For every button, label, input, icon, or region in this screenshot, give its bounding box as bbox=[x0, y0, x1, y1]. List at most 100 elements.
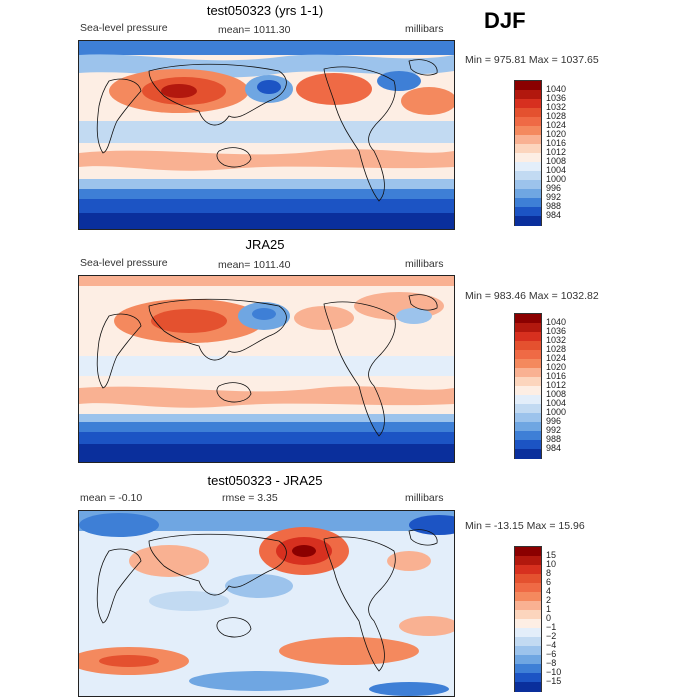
colorbar-tick-label: 1016 bbox=[546, 138, 567, 148]
colorbar-swatch bbox=[515, 90, 541, 100]
colorbar-tick-label: 1040 bbox=[546, 317, 567, 327]
colorbar-tick-label: 1016 bbox=[546, 371, 567, 381]
colorbar-swatch bbox=[515, 449, 541, 459]
colorbar-tick-label: 10 bbox=[546, 559, 557, 569]
colorbar-swatch bbox=[515, 440, 541, 450]
colorbar-swatch bbox=[515, 162, 541, 172]
colorbar-tick-label: 6 bbox=[546, 577, 552, 587]
colorbar-tick-label: 4 bbox=[546, 586, 552, 596]
panel-title: JRA25 bbox=[245, 237, 285, 252]
map-plot bbox=[78, 275, 455, 463]
colorbar-swatch bbox=[515, 117, 541, 127]
colorbar-tick-label: 1024 bbox=[546, 120, 567, 130]
colorbar-swatch bbox=[515, 108, 541, 118]
colorbar-tick-label: 1020 bbox=[546, 129, 567, 139]
colorbar-tick-label: 1032 bbox=[546, 335, 567, 345]
colorbar-swatch bbox=[515, 207, 541, 217]
colorbar-swatch bbox=[515, 81, 541, 91]
colorbar-tick-label: 1024 bbox=[546, 353, 567, 363]
map-field bbox=[79, 41, 454, 229]
colorbar-tick-label: 988 bbox=[546, 201, 562, 211]
colorbar-tick-label: 996 bbox=[546, 183, 562, 193]
map-field bbox=[79, 276, 454, 462]
colorbar-tick-label: −8 bbox=[546, 658, 557, 668]
colorbar-tick-label: 992 bbox=[546, 425, 562, 435]
min-max-label: Min = 983.46 Max = 1032.82 bbox=[465, 290, 599, 302]
colorbar-tick-label: −4 bbox=[546, 640, 557, 650]
colorbar-swatch bbox=[515, 314, 541, 324]
colorbar-swatch bbox=[515, 574, 541, 584]
colorbar-swatch bbox=[515, 386, 541, 396]
colorbar-swatch bbox=[515, 422, 541, 432]
colorbar-tick-label: 1020 bbox=[546, 362, 567, 372]
colorbar-swatch bbox=[515, 431, 541, 441]
variable-label: Sea-level pressure bbox=[80, 257, 168, 269]
colorbar-tick-label: 1008 bbox=[546, 389, 567, 399]
colorbar-swatch bbox=[515, 341, 541, 351]
map-plot bbox=[78, 40, 455, 230]
mean-label: mean= 1011.40 bbox=[218, 259, 291, 271]
colorbar-swatch bbox=[515, 359, 541, 369]
colorbar-swatch bbox=[515, 377, 541, 387]
season-label: DJF bbox=[484, 8, 526, 33]
colorbar-swatch bbox=[515, 153, 541, 163]
colorbar-tick-label: 1036 bbox=[546, 326, 567, 336]
colorbar-swatch bbox=[515, 646, 541, 656]
colorbar-tick-label: −2 bbox=[546, 631, 557, 641]
colorbar-swatch bbox=[515, 655, 541, 665]
variable-label: Sea-level pressure bbox=[80, 22, 168, 34]
colorbar-swatch bbox=[515, 323, 541, 333]
rmse-label: rmse = 3.35 bbox=[222, 492, 278, 504]
colorbar-tick-label: 1 bbox=[546, 604, 552, 614]
colorbar-swatch bbox=[515, 619, 541, 629]
colorbar-swatch bbox=[515, 565, 541, 575]
units-label: millibars bbox=[405, 23, 444, 35]
colorbar-tick-label: 1008 bbox=[546, 156, 567, 166]
colorbar-swatch bbox=[515, 673, 541, 683]
colorbar-swatch bbox=[515, 628, 541, 638]
units-label: millibars bbox=[405, 258, 444, 270]
colorbar-tick-label: 1004 bbox=[546, 398, 567, 408]
colorbar-tick-label: 988 bbox=[546, 434, 562, 444]
colorbar-swatch bbox=[515, 637, 541, 647]
mean-diff-label: mean = -0.10 bbox=[80, 492, 143, 504]
map-field bbox=[79, 511, 454, 696]
colorbar-tick-label: 1032 bbox=[546, 102, 567, 112]
units-label: millibars bbox=[405, 492, 444, 504]
colorbar-tick-label: 1012 bbox=[546, 380, 567, 390]
colorbar-swatch bbox=[515, 332, 541, 342]
colorbar-swatch bbox=[515, 583, 541, 593]
colorbar-swatch bbox=[515, 413, 541, 423]
colorbar-swatch bbox=[515, 216, 541, 226]
colorbar-swatch bbox=[515, 126, 541, 136]
colorbar-swatch bbox=[515, 368, 541, 378]
colorbar bbox=[514, 546, 542, 692]
map-plot bbox=[78, 510, 455, 697]
min-max-label: Min = 975.81 Max = 1037.65 bbox=[465, 54, 599, 66]
colorbar-tick-label: 992 bbox=[546, 192, 562, 202]
colorbar-swatch bbox=[515, 198, 541, 208]
colorbar-swatch bbox=[515, 404, 541, 414]
colorbar-tick-label: 1040 bbox=[546, 84, 567, 94]
colorbar-swatch bbox=[515, 664, 541, 674]
colorbar-swatch bbox=[515, 682, 541, 692]
panel-title: test050323 - JRA25 bbox=[207, 473, 323, 488]
min-max-label: Min = -13.15 Max = 15.96 bbox=[465, 520, 585, 532]
colorbar bbox=[514, 313, 542, 459]
colorbar-tick-label: 8 bbox=[546, 568, 552, 578]
colorbar-tick-label: 984 bbox=[546, 210, 562, 220]
colorbar-swatch bbox=[515, 99, 541, 109]
colorbar-tick-label: −1 bbox=[546, 622, 557, 632]
colorbar-tick-label: 15 bbox=[546, 550, 557, 560]
colorbar-swatch bbox=[515, 171, 541, 181]
colorbar-tick-label: 1012 bbox=[546, 147, 567, 157]
colorbar-tick-label: 2 bbox=[546, 595, 552, 605]
colorbar-tick-label: 1004 bbox=[546, 165, 567, 175]
colorbar-swatch bbox=[515, 395, 541, 405]
mean-label: mean= 1011.30 bbox=[218, 24, 291, 36]
colorbar-swatch bbox=[515, 144, 541, 154]
colorbar-tick-label: 0 bbox=[546, 613, 552, 623]
colorbar-tick-label: 1000 bbox=[546, 174, 567, 184]
colorbar-tick-label: 1028 bbox=[546, 111, 567, 121]
colorbar-swatch bbox=[515, 180, 541, 190]
